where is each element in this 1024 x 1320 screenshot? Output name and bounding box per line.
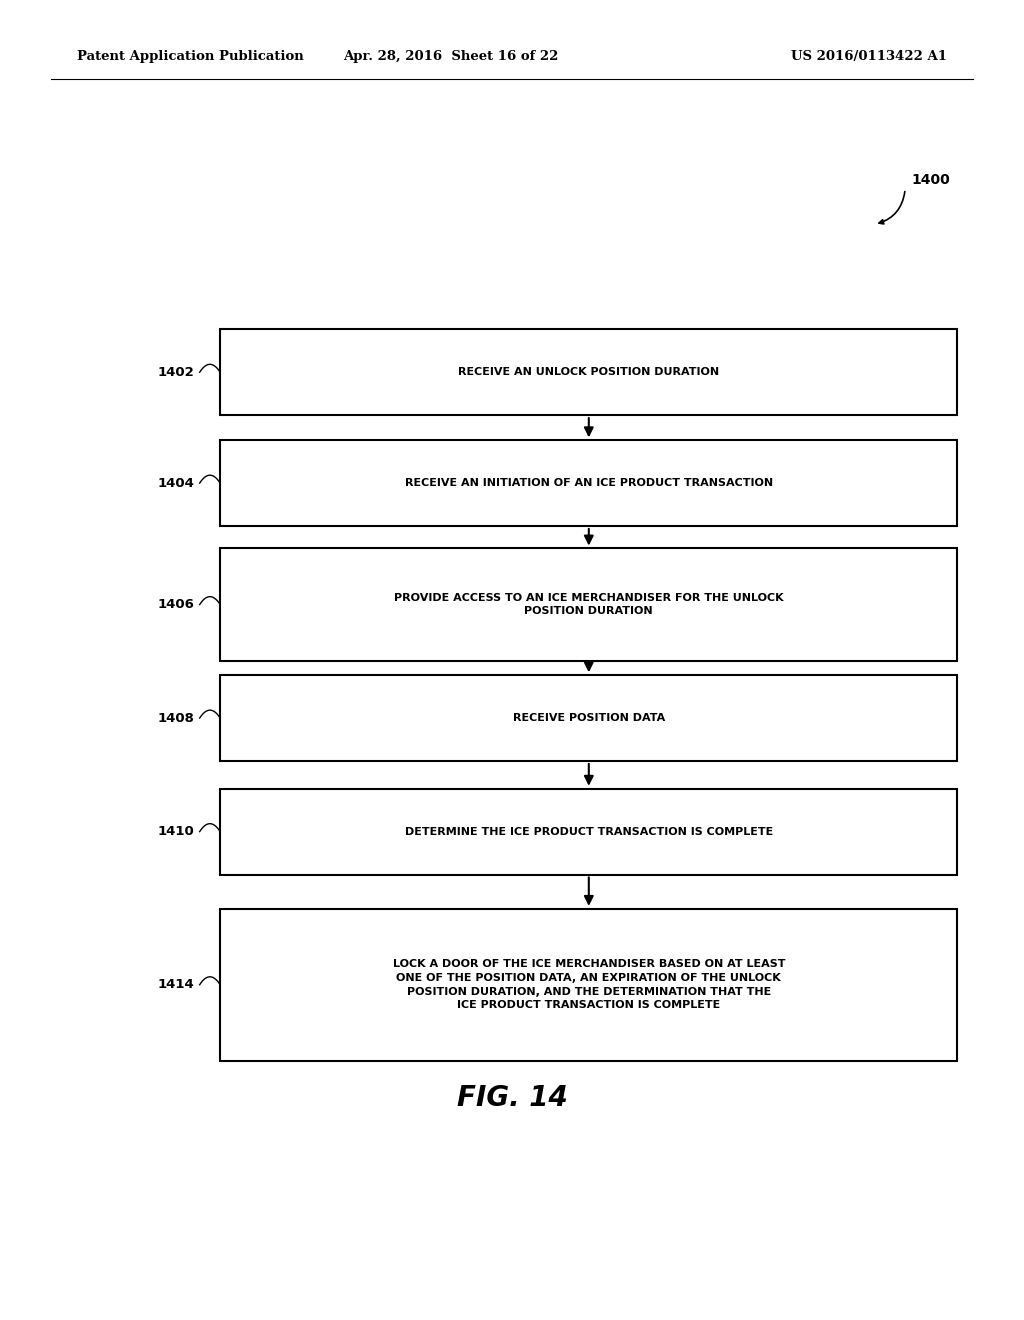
Text: RECEIVE AN UNLOCK POSITION DURATION: RECEIVE AN UNLOCK POSITION DURATION: [458, 367, 720, 378]
Text: Apr. 28, 2016  Sheet 16 of 22: Apr. 28, 2016 Sheet 16 of 22: [343, 50, 558, 63]
Text: 1408: 1408: [158, 711, 195, 725]
Text: 1410: 1410: [158, 825, 195, 838]
Bar: [220, 909, 957, 1061]
Bar: [220, 330, 957, 414]
Text: US 2016/0113422 A1: US 2016/0113422 A1: [792, 50, 947, 63]
Text: RECEIVE POSITION DATA: RECEIVE POSITION DATA: [513, 713, 665, 723]
Text: 1414: 1414: [158, 978, 195, 991]
Text: 1404: 1404: [158, 477, 195, 490]
Bar: [220, 676, 957, 760]
Bar: [220, 440, 957, 525]
Bar: [220, 549, 957, 660]
Text: 1402: 1402: [158, 366, 195, 379]
Bar: [220, 788, 957, 874]
Text: PROVIDE ACCESS TO AN ICE MERCHANDISER FOR THE UNLOCK
POSITION DURATION: PROVIDE ACCESS TO AN ICE MERCHANDISER FO…: [394, 593, 783, 616]
FancyArrowPatch shape: [879, 191, 905, 224]
Text: FIG. 14: FIG. 14: [457, 1084, 567, 1113]
Text: 1406: 1406: [158, 598, 195, 611]
Text: 1400: 1400: [911, 173, 950, 186]
Text: DETERMINE THE ICE PRODUCT TRANSACTION IS COMPLETE: DETERMINE THE ICE PRODUCT TRANSACTION IS…: [404, 826, 773, 837]
Text: RECEIVE AN INITIATION OF AN ICE PRODUCT TRANSACTION: RECEIVE AN INITIATION OF AN ICE PRODUCT …: [404, 478, 773, 488]
Text: LOCK A DOOR OF THE ICE MERCHANDISER BASED ON AT LEAST
ONE OF THE POSITION DATA, : LOCK A DOOR OF THE ICE MERCHANDISER BASE…: [392, 960, 785, 1010]
Text: Patent Application Publication: Patent Application Publication: [77, 50, 303, 63]
